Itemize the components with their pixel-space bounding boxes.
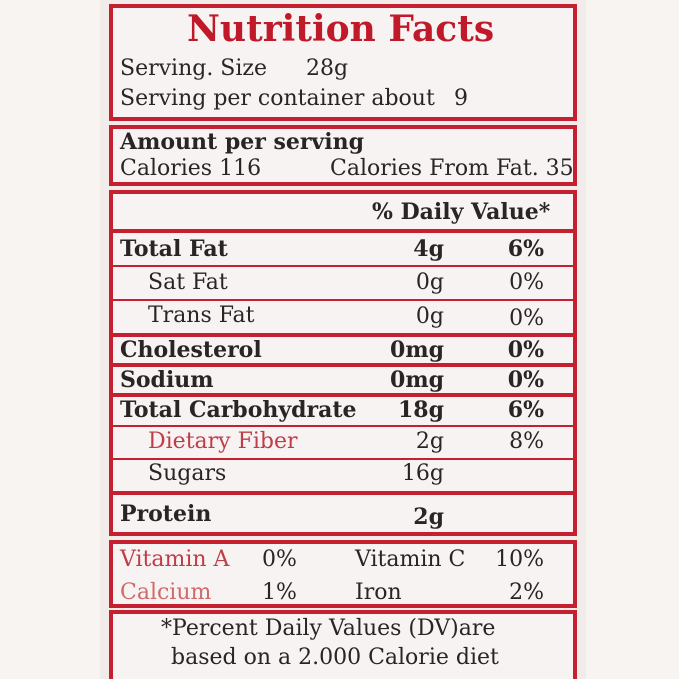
nutrient-amount: 2g <box>415 429 444 454</box>
nutrient-name: Protein <box>120 501 212 527</box>
nutrient-name: Dietary Fiber <box>148 429 298 454</box>
divider <box>113 299 573 301</box>
serving-size-label: Serving. Size <box>120 56 268 81</box>
servings-per-container-value: 9 <box>454 86 468 111</box>
daily-value-header: % Daily Value* <box>372 199 551 225</box>
nutrient-name: Cholesterol <box>120 337 262 363</box>
nutrient-amount: 0mg <box>390 337 444 363</box>
nutrient-dv: 0% <box>507 367 544 393</box>
vitamin-name: Iron <box>355 580 402 605</box>
serving-size-value: 28g <box>306 56 349 81</box>
vitamin-name: Vitamin C <box>355 547 466 572</box>
nutrient-dv: 0% <box>507 337 544 363</box>
nutrient-name: Sugars <box>148 461 227 486</box>
nutrient-dv: 0% <box>509 270 544 295</box>
serving-box <box>109 4 577 121</box>
vitamin-value: 0% <box>262 547 297 572</box>
nutrient-name: Sodium <box>120 367 214 393</box>
nutrient-dv: 8% <box>509 429 544 454</box>
vitamins-box <box>109 540 577 608</box>
footnote-box <box>109 610 577 679</box>
calories-from-fat: Calories From Fat. 35 <box>330 156 574 181</box>
divider <box>113 229 573 233</box>
divider <box>113 491 573 495</box>
nutrient-amount: 2g <box>413 504 444 530</box>
divider <box>113 265 573 267</box>
nutrient-amount: 16g <box>401 461 444 486</box>
vitamin-name: Vitamin A <box>120 547 230 572</box>
calories-box <box>109 125 577 186</box>
nutrient-amount: 4g <box>413 236 444 262</box>
vitamin-value: 2% <box>509 580 544 605</box>
divider <box>113 458 573 460</box>
nutrient-name: Trans Fat <box>148 303 255 328</box>
vitamin-value: 10% <box>495 547 544 572</box>
nutrient-name: Total Fat <box>120 236 228 262</box>
divider <box>113 333 573 337</box>
nutrient-name: Sat Fat <box>148 270 228 295</box>
nutrient-dv: 6% <box>507 397 544 423</box>
vitamin-name: Calcium <box>120 580 212 605</box>
nutrient-amount: 0g <box>415 270 444 295</box>
nutrient-name: Total Carbohydrate <box>120 397 357 423</box>
vitamin-value: 1% <box>262 580 297 605</box>
servings-per-container-label: Serving per container about <box>120 86 435 111</box>
nutrient-amount: 18g <box>398 397 444 423</box>
calories: Calories 116 <box>120 156 262 181</box>
footnote-line-1: *Percent Daily Values (DV)are <box>161 616 496 641</box>
amount-per-serving: Amount per serving <box>120 129 364 155</box>
nutrient-amount: 0mg <box>390 367 444 393</box>
nutrition-facts-title: Nutrition Facts <box>187 8 495 50</box>
divider <box>113 393 573 397</box>
divider <box>113 425 573 427</box>
divider <box>113 363 573 367</box>
footnote-line-2: based on a 2.000 Calorie diet <box>171 645 499 670</box>
nutrient-dv: 0% <box>509 306 544 331</box>
nutrient-amount: 0g <box>415 304 444 329</box>
nutrient-dv: 6% <box>507 236 544 262</box>
